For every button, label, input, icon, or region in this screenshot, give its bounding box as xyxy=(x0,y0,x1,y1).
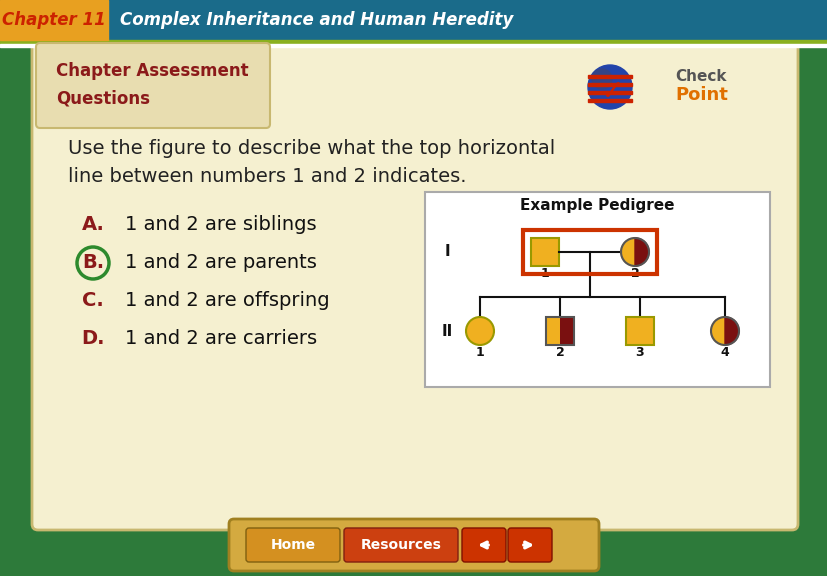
Text: 1: 1 xyxy=(475,346,484,358)
Text: 1 and 2 are offspring: 1 and 2 are offspring xyxy=(125,291,329,310)
Bar xyxy=(545,317,559,345)
Circle shape xyxy=(591,69,611,89)
Bar xyxy=(587,91,631,94)
Text: II: II xyxy=(441,324,452,339)
Text: A.: A. xyxy=(82,215,104,234)
Bar xyxy=(587,75,631,78)
FancyBboxPatch shape xyxy=(36,43,270,128)
Text: Check: Check xyxy=(674,70,725,85)
Text: 3: 3 xyxy=(635,346,643,358)
FancyBboxPatch shape xyxy=(508,528,552,562)
Text: 1 and 2 are parents: 1 and 2 are parents xyxy=(125,253,317,272)
Polygon shape xyxy=(724,317,739,345)
Text: Questions: Questions xyxy=(56,90,150,108)
Text: 2: 2 xyxy=(555,346,564,358)
Bar xyxy=(0,0,827,40)
Bar xyxy=(587,83,631,86)
Text: 4: 4 xyxy=(719,346,729,358)
Bar xyxy=(0,40,827,44)
Text: Example Pedigree: Example Pedigree xyxy=(519,199,674,214)
Bar xyxy=(424,192,769,387)
Bar xyxy=(587,99,631,102)
FancyBboxPatch shape xyxy=(246,528,340,562)
FancyBboxPatch shape xyxy=(461,528,505,562)
Bar xyxy=(0,44,827,47)
Text: Chapter Assessment: Chapter Assessment xyxy=(56,62,248,80)
Bar xyxy=(559,317,573,345)
Text: C.: C. xyxy=(82,291,103,310)
Bar xyxy=(625,317,653,345)
Text: 1 and 2 are carriers: 1 and 2 are carriers xyxy=(125,329,317,348)
Text: line between numbers 1 and 2 indicates.: line between numbers 1 and 2 indicates. xyxy=(68,168,466,187)
Bar xyxy=(530,238,558,266)
Text: Use the figure to describe what the top horizontal: Use the figure to describe what the top … xyxy=(68,139,555,158)
FancyBboxPatch shape xyxy=(229,519,598,571)
FancyBboxPatch shape xyxy=(343,528,457,562)
Bar xyxy=(545,317,573,345)
Bar xyxy=(0,0,108,40)
Text: D.: D. xyxy=(81,329,105,348)
Text: ✓: ✓ xyxy=(600,78,623,106)
Text: I: I xyxy=(443,244,449,260)
Circle shape xyxy=(587,65,631,109)
Text: 1: 1 xyxy=(540,267,548,281)
Bar xyxy=(523,230,656,274)
FancyBboxPatch shape xyxy=(32,41,797,530)
Circle shape xyxy=(466,317,494,345)
Text: Point: Point xyxy=(674,86,727,104)
Polygon shape xyxy=(710,317,724,345)
Text: B.: B. xyxy=(82,253,104,272)
Text: Resources: Resources xyxy=(360,538,441,552)
Text: 1 and 2 are siblings: 1 and 2 are siblings xyxy=(125,215,316,234)
Polygon shape xyxy=(634,238,648,266)
Text: Complex Inheritance and Human Heredity: Complex Inheritance and Human Heredity xyxy=(120,11,513,29)
Text: Home: Home xyxy=(270,538,315,552)
Text: 2: 2 xyxy=(630,267,638,281)
Polygon shape xyxy=(620,238,634,266)
Text: Chapter 11: Chapter 11 xyxy=(2,11,106,29)
